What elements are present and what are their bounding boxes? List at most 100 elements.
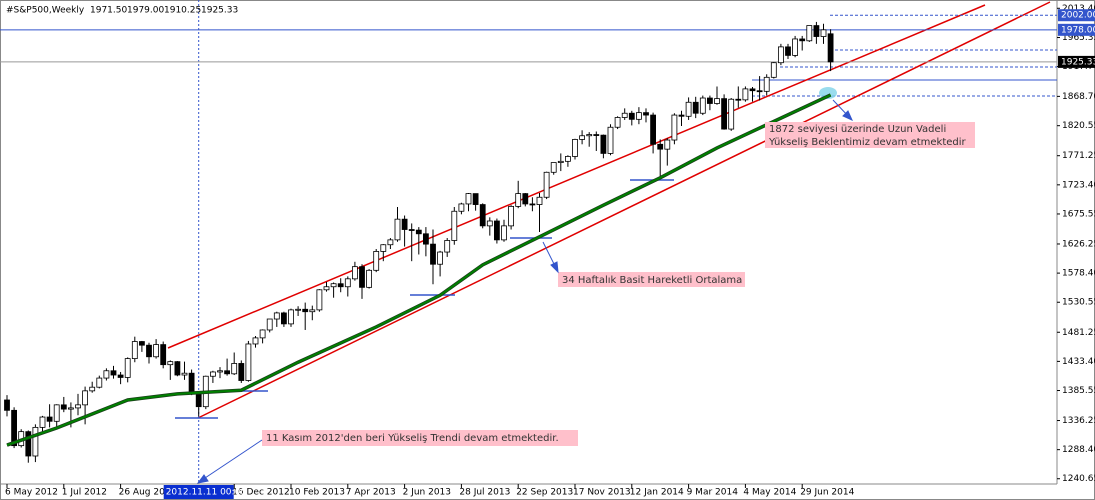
candle-body	[359, 266, 365, 288]
candle-body	[181, 372, 188, 376]
arrows	[196, 99, 853, 484]
candle-body	[799, 38, 806, 42]
candle-body	[763, 76, 770, 92]
candle-body	[572, 139, 578, 157]
candle-body	[756, 90, 763, 93]
candle-body	[316, 289, 323, 311]
candle-body	[565, 156, 571, 162]
candle-body	[522, 193, 529, 205]
header-value: 1925.33	[201, 6, 238, 16]
candle-body	[167, 361, 174, 366]
candle-body	[195, 393, 202, 408]
x-tick-label: 29 Jun 2014	[800, 488, 854, 498]
candle-body	[472, 193, 479, 205]
y-tick-label: 1820.55	[1062, 121, 1095, 131]
candle-body	[351, 266, 358, 280]
candle-body	[146, 344, 152, 358]
annotation-box	[558, 272, 745, 287]
candle-body	[486, 220, 493, 227]
candle-body	[465, 193, 472, 205]
candle-body	[32, 426, 39, 457]
y-tick-label: 1723.40	[1062, 180, 1095, 190]
candle-body	[124, 358, 131, 378]
candle-body	[643, 112, 649, 116]
annotation: Yükseliş Beklentimiz devam etmektedir	[768, 137, 967, 148]
candle-body	[422, 233, 429, 245]
candle-body	[153, 344, 160, 358]
candle-body	[373, 251, 380, 271]
candle-body	[288, 309, 294, 325]
candle-body	[699, 97, 706, 114]
candle-body	[437, 251, 444, 265]
candle-body	[650, 114, 656, 145]
candle-body	[60, 404, 67, 410]
candle-body	[309, 309, 316, 313]
candle-body	[792, 38, 798, 56]
candle-body	[238, 363, 245, 381]
candle-body	[593, 134, 600, 136]
candle-body	[770, 62, 777, 78]
candle-body	[550, 162, 557, 173]
candle-body	[323, 286, 330, 291]
candle-body	[4, 399, 10, 411]
candle-body	[394, 218, 401, 241]
annotation: 34 Haftalık Basit Hareketli Ortalama	[562, 275, 742, 286]
x-tick-label: 9 Mar 2014	[687, 488, 739, 498]
header-value: 1979.00	[127, 6, 164, 16]
y-tick-label: 1868.70	[1062, 92, 1095, 102]
candle-body	[387, 239, 394, 246]
candle-body	[586, 134, 593, 137]
crosshair-label: 2012.11.11 00:00	[166, 488, 247, 498]
candle-body	[827, 33, 834, 63]
annotation: 1872 seviyesi üzerinde Uzun Vadeli	[769, 124, 946, 135]
candle-body	[636, 112, 642, 120]
candle-body	[742, 88, 749, 101]
price-label: 2002.00	[1061, 11, 1095, 21]
candle-body	[11, 409, 18, 447]
y-tick-label: 2013.40	[1062, 4, 1095, 14]
candle-body	[380, 244, 387, 252]
candle-body	[607, 126, 614, 154]
x-tick-label: 17 Nov 2013	[573, 488, 631, 498]
trend-line-lower	[197, 1, 1051, 419]
candle-body	[728, 98, 735, 130]
price-label: 1925.33	[1061, 57, 1095, 67]
candle-body	[579, 135, 585, 140]
candle-body	[25, 431, 32, 457]
candle-body	[614, 117, 621, 128]
candle-body	[103, 370, 110, 379]
x-tick-label: 2 Jun 2013	[403, 488, 451, 498]
header-value: 1910.25	[164, 6, 201, 16]
candle-body	[337, 283, 344, 288]
candle-body	[266, 318, 273, 331]
candle-body	[479, 204, 486, 227]
candle-body	[174, 361, 181, 376]
candle-body	[68, 407, 74, 410]
candle-body	[493, 220, 500, 241]
chart-title: #S&P500,Weekly	[6, 6, 85, 16]
candle-body	[231, 363, 238, 375]
candle-body	[444, 240, 451, 253]
candle-body	[138, 341, 145, 346]
candle-body	[508, 205, 515, 227]
x-tick-label: 16 Dec 2012	[232, 488, 290, 498]
candle-body	[330, 283, 337, 288]
candle-body	[721, 98, 727, 130]
x-tick-label: 22 Sep 2013	[516, 488, 573, 498]
candle-body	[273, 312, 280, 320]
candle-body	[160, 344, 167, 366]
candle-body	[131, 341, 138, 359]
y-tick-label: 1771.25	[1062, 151, 1095, 161]
candle-body	[501, 225, 507, 241]
header-value: 1971.50	[90, 6, 127, 16]
candle-body	[110, 370, 117, 376]
x-tick-label: 6 May 2012	[5, 488, 58, 498]
candle-body	[408, 229, 415, 231]
y-tick-label: 1481.25	[1062, 328, 1095, 338]
candle-body	[628, 112, 635, 120]
candle-body	[820, 29, 827, 37]
y-tick-label: 1385.55	[1062, 386, 1095, 396]
candle-body	[543, 171, 550, 198]
x-tick-label: 12 Jan 2014	[630, 488, 684, 498]
annotation-box	[262, 430, 578, 446]
